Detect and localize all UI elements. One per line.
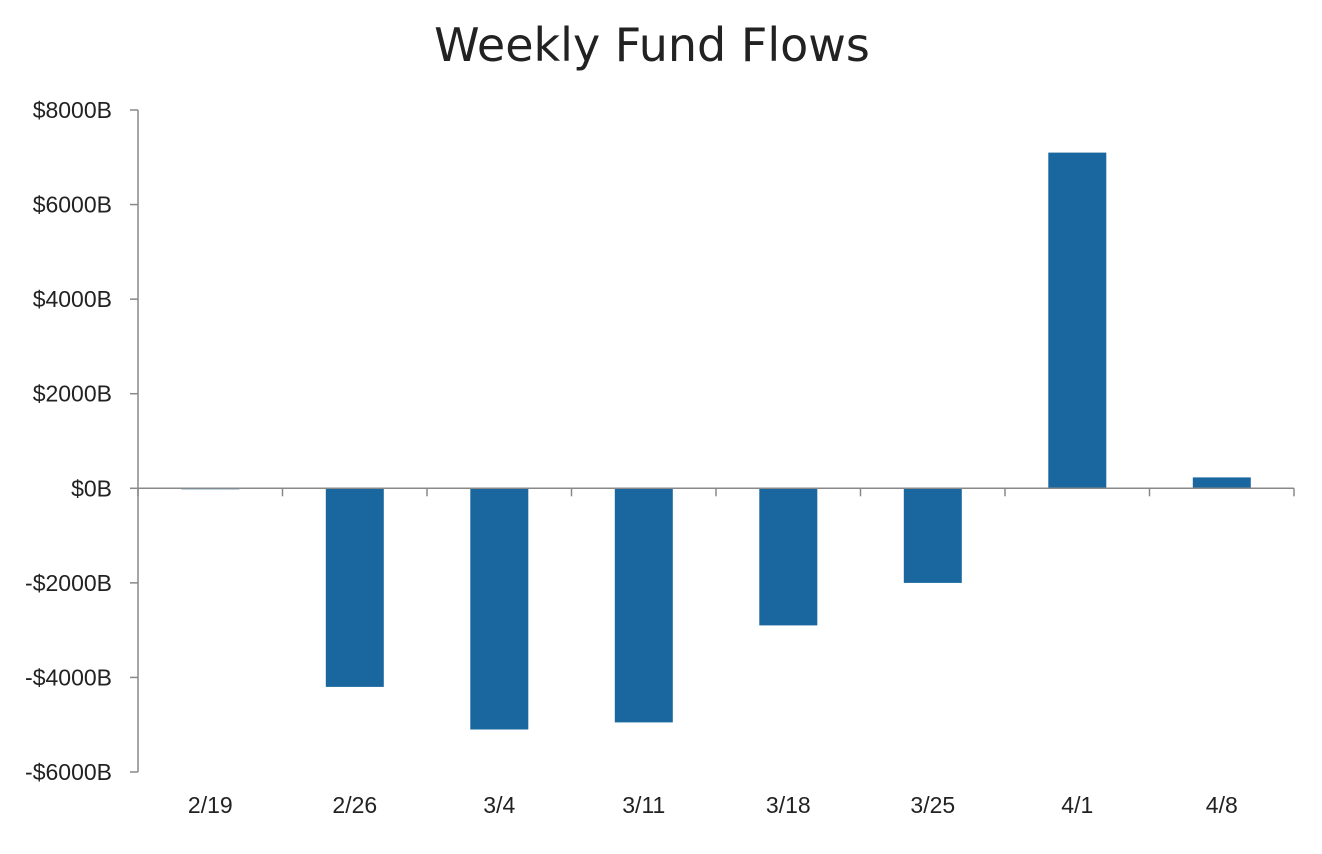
bar-3-4 [470,488,529,730]
y-tick-label: $6000B [33,192,112,218]
y-tick-label: $4000B [33,286,112,312]
bar-3-18 [759,488,818,626]
x-tick-label: 3/4 [483,792,515,818]
bar-4-1 [1048,152,1107,489]
y-tick-label: -$6000B [25,759,112,785]
axes-group [130,109,1295,773]
x-tick-label: 2/19 [188,792,233,818]
x-tick-label: 4/1 [1061,792,1093,818]
x-tick-label: 3/18 [766,792,811,818]
x-tick-labels: 2/19 2/26 3/4 3/11 3/18 3/25 4/1 4/8 [188,792,1238,818]
x-tick-label: 2/26 [332,792,377,818]
y-tick-label: -$2000B [25,570,112,596]
y-tick-label: $0B [71,475,112,501]
chart-title: Weekly Fund Flows [434,18,870,72]
bars-group [181,152,1251,730]
x-tick-label: 3/25 [910,792,955,818]
bar-3-25 [903,488,962,583]
y-tick-labels: $8000B $6000B $4000B $2000B $0B -$2000B -$4000… [25,97,112,785]
bar-3-11 [614,488,673,723]
bar-4-8 [1192,477,1251,489]
bar-2-26 [325,488,384,687]
x-tick-label: 3/11 [622,792,665,818]
y-tick-label: $8000B [33,97,112,123]
y-tick-label: $2000B [33,381,112,407]
y-tick-label: -$4000B [25,664,112,690]
x-tick-label: 4/8 [1206,792,1238,818]
